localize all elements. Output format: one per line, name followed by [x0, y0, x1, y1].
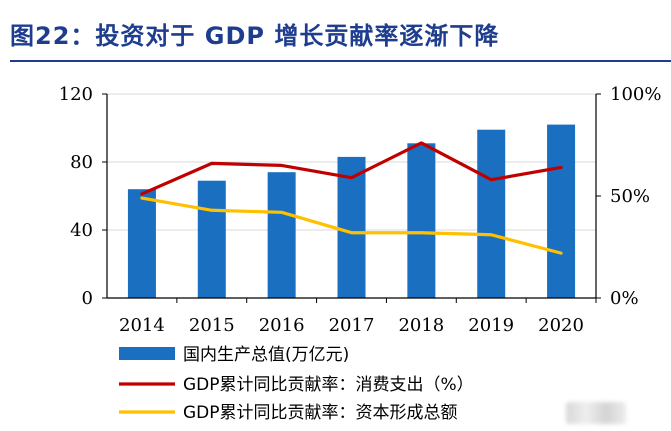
right-axis-tick-label: 100% — [610, 84, 661, 105]
x-axis-tick-label: 2014 — [119, 315, 165, 336]
legend-label: GDP累计同比贡献率：消费支出（%） — [183, 375, 474, 395]
x-axis-tick-label: 2015 — [189, 315, 235, 336]
bar-gdp-2020 — [547, 124, 576, 298]
bar-series — [127, 124, 576, 298]
bar-gdp-2018 — [407, 143, 436, 298]
legend-label: GDP累计同比贡献率：资本形成总额 — [183, 403, 458, 423]
left-axis-tick-label: 80 — [70, 152, 93, 173]
left-axis-tick-label: 40 — [70, 220, 93, 241]
bar-gdp-2016 — [267, 172, 296, 298]
x-axis-tick-label: 2018 — [398, 315, 444, 336]
watermark-blur — [566, 402, 626, 424]
legend: 国内生产总值(万亿元) GDP累计同比贡献率：消费支出（%） GDP累计同比贡献率：… — [119, 345, 474, 423]
line-series — [140, 141, 563, 255]
chart-title: 图22：投资对于 GDP 增长贡献率逐渐下降 — [10, 22, 500, 50]
x-axis-tick-label: 2017 — [329, 315, 375, 336]
right-axis-tick-label: 0% — [610, 288, 639, 309]
bar-gdp-2017 — [337, 156, 366, 298]
left-axis-tick-label: 0 — [82, 288, 93, 309]
x-axis-tick-label: 2019 — [468, 315, 514, 336]
x-axis-tick-label: 2016 — [259, 315, 305, 336]
legend-swatch-bar — [119, 347, 175, 360]
left-axis-tick-label: 120 — [59, 84, 93, 105]
bar-gdp-2019 — [477, 129, 506, 298]
legend-label: 国内生产总值(万亿元) — [183, 345, 349, 365]
bar-gdp-2014 — [127, 189, 156, 298]
bar-gdp-2015 — [197, 180, 226, 298]
axes: 0 40 80 120 0% 50% 100% 2014 2015 2016 2017 2018 201… — [59, 84, 662, 336]
title-divider — [10, 60, 671, 62]
right-axis-tick-label: 50% — [610, 186, 650, 207]
x-axis-tick-label: 2020 — [538, 315, 584, 336]
